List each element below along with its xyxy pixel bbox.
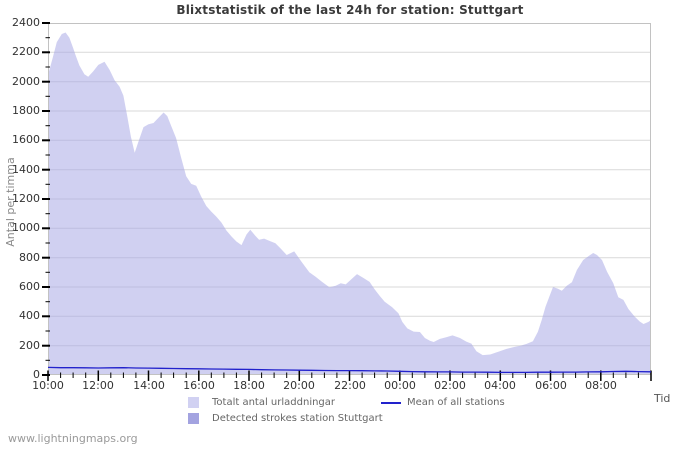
legend-swatch-total [188, 397, 199, 408]
chart-title: Blixtstatistik of the last 24h for stati… [176, 3, 524, 17]
y-tick-label: 600 [19, 280, 40, 293]
y-tick-label: 2000 [12, 75, 40, 88]
x-tick-label: 00:00 [384, 379, 416, 392]
legend-label-total: Totalt antal urladdningar [212, 397, 336, 408]
footer-watermark: www.lightningmaps.org [8, 432, 138, 445]
x-tick-label: 04:00 [484, 379, 516, 392]
x-tick-label: 18:00 [233, 379, 265, 392]
x-tick-label: 22:00 [334, 379, 366, 392]
y-tick-label: 800 [19, 251, 40, 264]
legend-swatch-mean-line [381, 402, 401, 404]
x-tick-label: 02:00 [434, 379, 466, 392]
y-tick-label: 2400 [12, 16, 40, 29]
y-tick-label: 400 [19, 309, 40, 322]
x-axis-title: Tid [654, 392, 671, 405]
x-tick-label: 10:00 [32, 379, 64, 392]
y-tick-label: 1400 [12, 163, 40, 176]
x-tick-label: 12:00 [82, 379, 114, 392]
x-tick-label: 20:00 [283, 379, 315, 392]
y-tick-label: 0 [33, 368, 40, 381]
y-tick-label: 1800 [12, 104, 40, 117]
x-tick-label: 06:00 [535, 379, 567, 392]
y-tick-label: 1200 [12, 192, 40, 205]
legend-label-mean: Mean of all stations [407, 397, 505, 408]
legend-label-detected: Detected strokes station Stuttgart [212, 413, 383, 424]
x-tick-label: 14:00 [133, 379, 165, 392]
y-tick-label: 1600 [12, 133, 40, 146]
legend-swatch-detected [188, 413, 199, 424]
x-tick-label: 08:00 [585, 379, 617, 392]
x-tick-label: 16:00 [183, 379, 215, 392]
y-tick-label: 200 [19, 339, 40, 352]
y-tick-label: 1000 [12, 221, 40, 234]
y-tick-label: 2200 [12, 45, 40, 58]
